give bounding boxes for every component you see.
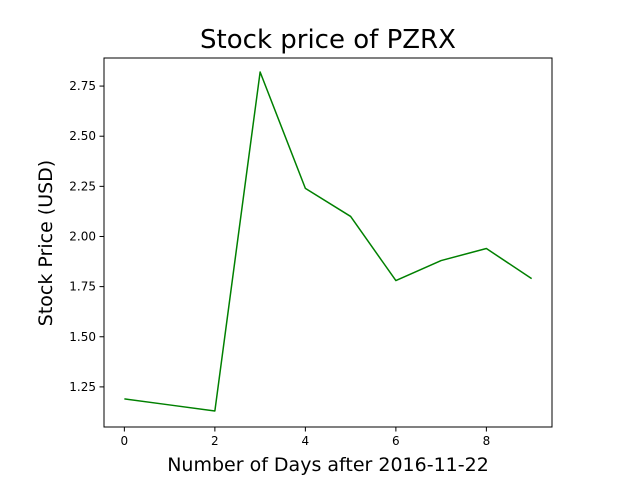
x-axis-label: Number of Days after 2016-11-22 [167, 454, 489, 476]
x-tick-label: 6 [392, 434, 400, 448]
y-axis: 1.25 1.50 1.75 2.00 2.25 2.50 2.75 [69, 79, 104, 394]
plot-frame [103, 57, 553, 428]
y-tick-label: 2.75 [69, 79, 96, 93]
series-line-0 [124, 71, 533, 412]
plot-area [103, 57, 553, 428]
y-tick-label: 2.50 [69, 129, 96, 143]
y-axis-label: Stock Price (USD) [35, 160, 57, 326]
chart-title: Stock price of PZRX [200, 25, 456, 55]
y-tick-label: 1.75 [69, 280, 96, 294]
y-tick-label: 1.50 [69, 330, 96, 344]
y-tick-label: 2.00 [69, 229, 96, 243]
x-tick-label: 0 [121, 434, 129, 448]
x-tick-label: 8 [483, 434, 491, 448]
y-tick-label: 1.25 [69, 380, 96, 394]
x-tick-label: 2 [211, 434, 219, 448]
x-axis: 0 2 4 6 8 [121, 427, 491, 448]
y-tick-label: 2.25 [69, 179, 96, 193]
x-tick-label: 4 [302, 434, 310, 448]
